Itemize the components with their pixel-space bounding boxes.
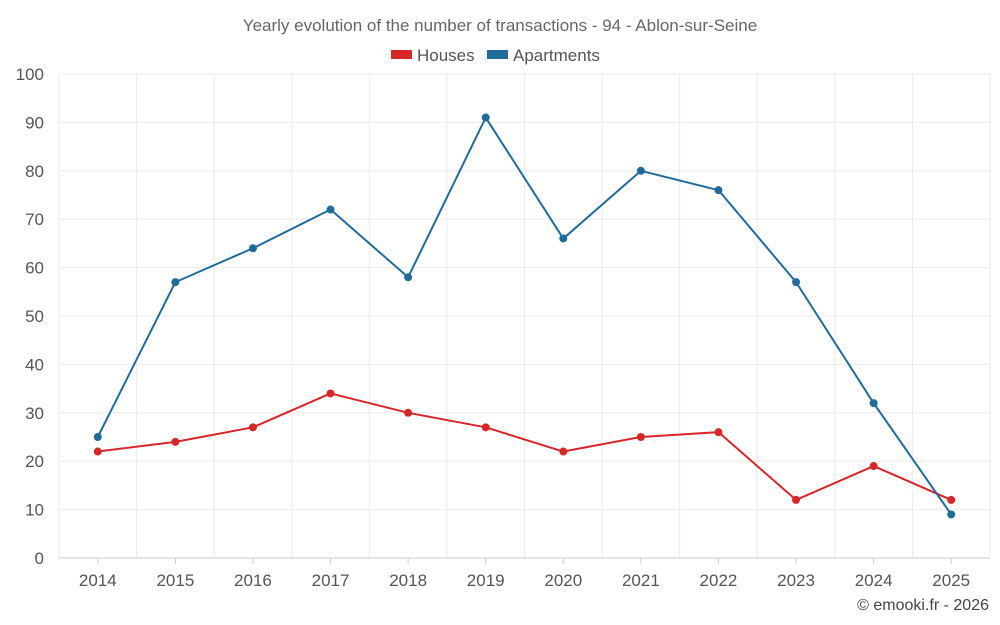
- data-point-apartments[interactable]: Apartments 2017: 72: [326, 205, 335, 214]
- chart-grid: [58, 73, 991, 558]
- series-line-apartments: [96, 116, 953, 516]
- series-line-houses: [97, 392, 952, 501]
- y-tick-label: 80: [25, 162, 44, 181]
- y-tick-label: 100: [16, 65, 44, 84]
- data-point-houses[interactable]: Houses 2022: 26: [714, 428, 723, 437]
- y-tick-label: 70: [25, 210, 44, 229]
- data-point-apartments[interactable]: Apartments 2021: 80: [636, 166, 645, 175]
- data-point-apartments[interactable]: Apartments 2018: 58: [404, 273, 413, 282]
- y-tick-label: 60: [25, 259, 44, 278]
- x-tick-label: 2024: [855, 571, 893, 590]
- data-point-houses[interactable]: Houses 2025: 12: [947, 495, 956, 504]
- data-point-houses[interactable]: Houses 2016: 27: [248, 423, 257, 432]
- data-point-houses[interactable]: Houses 2015: 24: [171, 437, 180, 446]
- data-point-apartments[interactable]: Apartments 2015: 57: [171, 278, 180, 287]
- x-tick-label: 2023: [777, 571, 815, 590]
- x-axis-ticks: 2014 2015 2016 2017 2018 2019 2020 2021 2022 2023…: [79, 558, 970, 590]
- chart-title: Yearly evolution of the number of transa…: [243, 16, 757, 35]
- y-tick-label: 90: [25, 113, 44, 132]
- data-point-houses[interactable]: Houses 2014: 22: [93, 447, 102, 456]
- data-point-apartments[interactable]: Apartments 2019: 91: [481, 113, 490, 122]
- y-tick-label: 50: [25, 307, 44, 326]
- data-point-apartments[interactable]: Apartments 2016: 64: [248, 244, 257, 253]
- x-tick-label: 2020: [544, 571, 582, 590]
- series-apartments: Apartments 2014: 25 Apartments 2015: 57 Ap…: [93, 113, 956, 519]
- series-houses: Houses 2014: 22 Houses 2015: 24 Houses 201…: [93, 389, 956, 504]
- data-point-houses[interactable]: Houses 2017: 34: [326, 389, 335, 398]
- x-tick-label: 2017: [312, 571, 350, 590]
- x-tick-label: 2022: [700, 571, 738, 590]
- chart-legend: Houses Apartments: [391, 46, 600, 65]
- x-tick-label: 2019: [467, 571, 505, 590]
- y-tick-label: 40: [25, 355, 44, 374]
- data-point-houses[interactable]: Houses 2023: 12: [792, 495, 801, 504]
- data-point-apartments[interactable]: Apartments 2020: 66: [559, 234, 568, 243]
- y-axis-ticks: 0 10 20 30 40 50 60 70 80 90 100: [16, 65, 44, 568]
- x-tick-label: 2014: [79, 571, 117, 590]
- data-point-houses[interactable]: Houses 2020: 22: [559, 447, 568, 456]
- data-point-houses[interactable]: Houses 2018: 30: [404, 408, 413, 417]
- data-point-apartments[interactable]: Apartments 2024: 32: [869, 399, 878, 408]
- credit-text: © emooki.fr - 2026: [857, 597, 989, 614]
- legend-swatch-houses: [391, 50, 412, 59]
- y-tick-label: 20: [25, 452, 44, 471]
- legend-swatch-apartments: [487, 50, 508, 59]
- data-point-apartments[interactable]: Apartments 2023: 57: [792, 278, 801, 287]
- y-tick-label: 0: [35, 549, 44, 568]
- legend-label-houses[interactable]: Houses: [417, 46, 475, 65]
- data-point-apartments[interactable]: Apartments 2014: 25: [93, 433, 102, 441]
- y-tick-label: 10: [25, 501, 44, 520]
- x-tick-label: 2025: [932, 571, 970, 590]
- data-point-houses[interactable]: Houses 2019: 27: [481, 423, 490, 432]
- data-point-apartments[interactable]: Apartments 2022: 76: [714, 186, 723, 195]
- x-tick-label: 2015: [156, 571, 194, 590]
- y-tick-label: 30: [25, 404, 44, 423]
- data-point-apartments[interactable]: Apartments 2025: 9: [947, 510, 956, 519]
- x-tick-label: 2016: [234, 571, 272, 590]
- x-tick-label: 2021: [622, 571, 660, 590]
- data-point-houses[interactable]: Houses 2024: 19: [869, 462, 878, 471]
- x-tick-label: 2018: [389, 571, 427, 590]
- chart-series: Houses 2014: 22 Houses 2015: 24 Houses 201…: [93, 113, 956, 519]
- data-point-houses[interactable]: Houses 2021: 25: [636, 433, 645, 441]
- legend-label-apartments[interactable]: Apartments: [513, 46, 600, 65]
